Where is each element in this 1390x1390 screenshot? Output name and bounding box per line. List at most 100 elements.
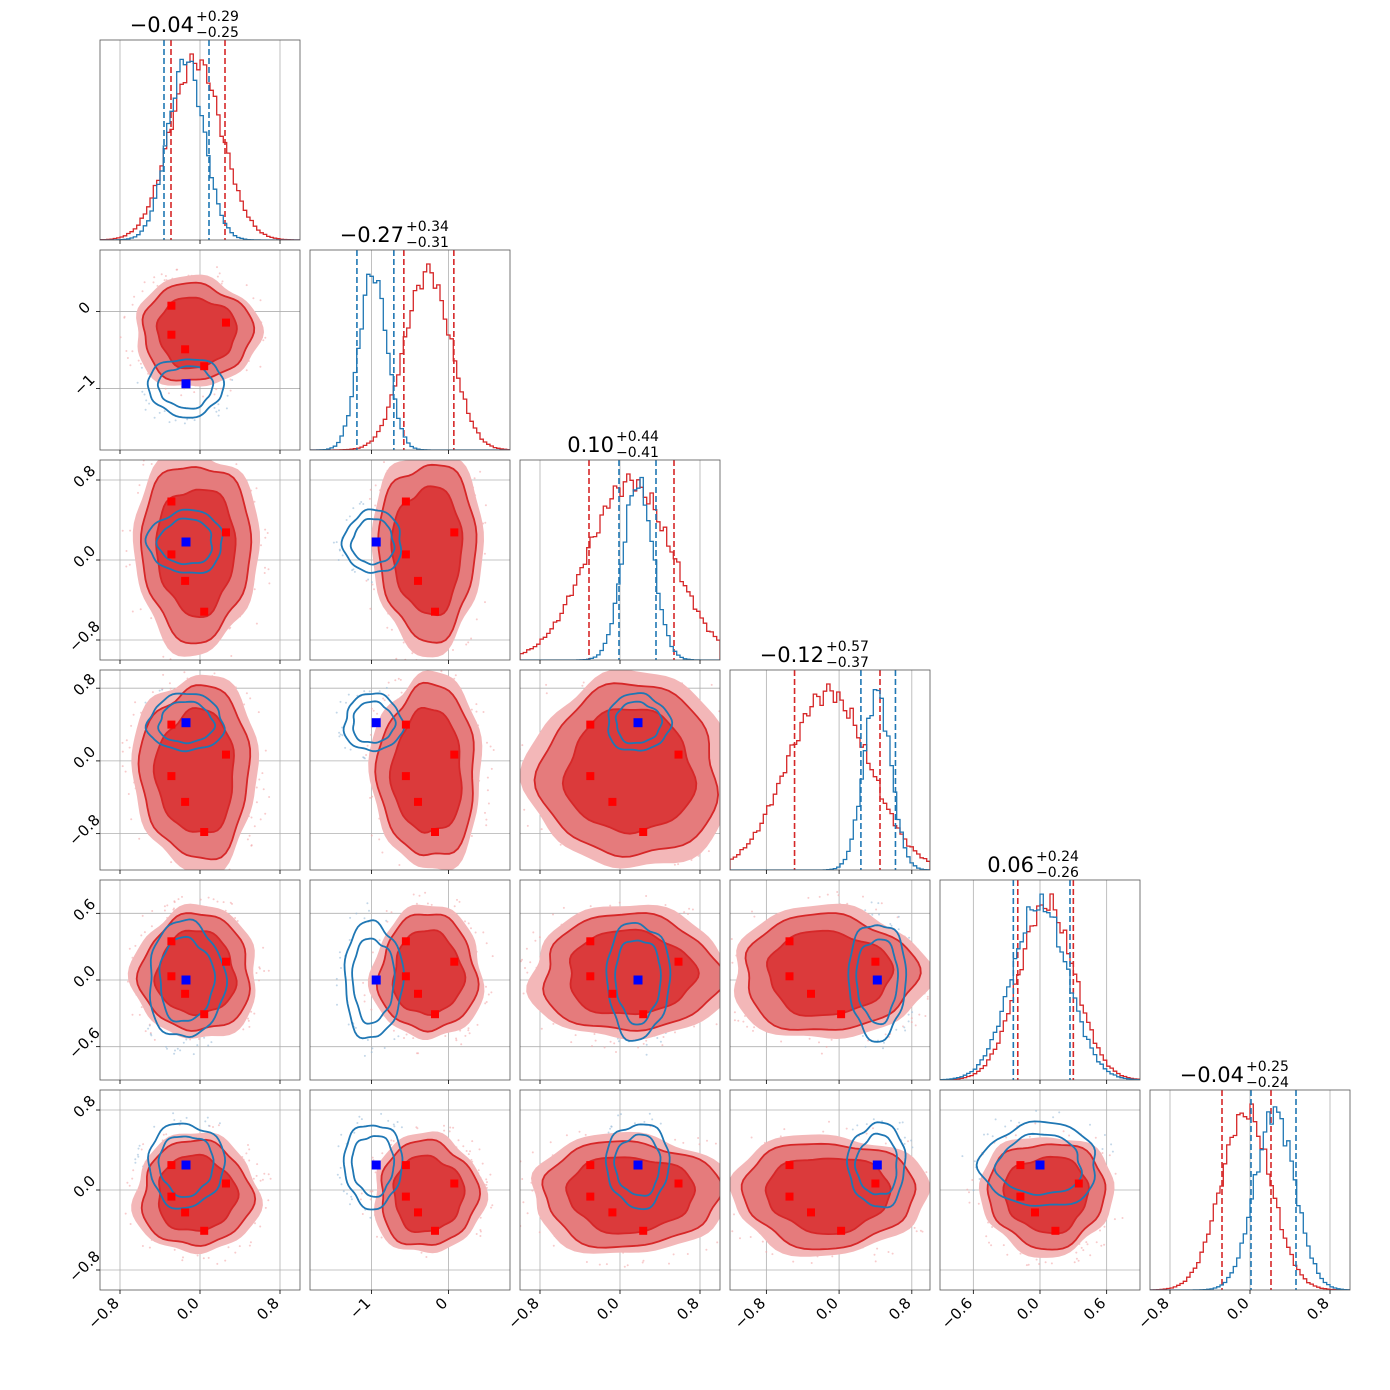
sample-point-red (159, 444, 161, 446)
marker-red (401, 772, 410, 781)
sample-point-blue (137, 1147, 140, 1150)
sample-point-blue (620, 1113, 622, 1116)
sample-point-red (1099, 1229, 1101, 1232)
sample-point-blue (349, 1203, 351, 1206)
sample-point-red (672, 1253, 675, 1256)
histogram-red (100, 53, 300, 240)
sample-point-blue (136, 381, 139, 384)
sample-point-red (363, 1000, 366, 1003)
sample-point-red (373, 588, 375, 591)
sample-point-red (749, 1236, 752, 1238)
sample-point-red (216, 1262, 219, 1265)
sample-point-red (370, 1008, 373, 1011)
sample-point-blue (1101, 1148, 1104, 1150)
sample-point-red (1034, 1122, 1037, 1125)
sample-point-blue (1058, 1111, 1061, 1114)
sample-point-red (148, 1246, 151, 1249)
sample-point-red (378, 939, 381, 942)
marker-red (785, 972, 794, 981)
sample-point-red (254, 1222, 256, 1225)
sample-point-red (380, 1236, 383, 1239)
sample-point-red (216, 900, 219, 903)
sample-point-red (475, 703, 478, 706)
sample-point-red (462, 1145, 465, 1148)
marker-red (401, 550, 410, 559)
sample-point-red (216, 275, 219, 278)
panel-frame (309, 879, 511, 1081)
sample-point-red (515, 763, 517, 765)
sample-point-red (985, 1235, 988, 1238)
sample-point-red (722, 1239, 724, 1241)
sample-point-red (524, 967, 526, 969)
sample-point-red (484, 811, 486, 814)
sample-point-red (484, 1002, 487, 1005)
sample-point-red (486, 1181, 488, 1184)
sample-point-blue (896, 1128, 899, 1130)
sample-point-blue (348, 939, 351, 941)
histogram-blue (730, 689, 930, 870)
contour-blue-outer (343, 919, 406, 1040)
sample-point-red (743, 797, 745, 799)
sample-point-red (1038, 1263, 1041, 1265)
sample-point-blue (897, 928, 900, 931)
sample-point-red (565, 1134, 568, 1137)
marker-red (674, 957, 683, 966)
sample-point-red (642, 1042, 645, 1045)
sample-point-red (413, 667, 415, 669)
sample-point-red (479, 1235, 482, 1237)
sample-point-blue (378, 690, 381, 693)
sample-point-red (435, 886, 437, 888)
sample-point-red (473, 477, 476, 480)
sample-point-red (746, 1025, 749, 1028)
sample-point-red (234, 1251, 237, 1254)
sample-point-blue (174, 1049, 176, 1052)
sample-point-red (259, 1179, 262, 1182)
sample-point-red (170, 861, 173, 864)
sample-point-red (470, 637, 473, 640)
sample-point-blue (609, 1127, 612, 1130)
sample-point-red (268, 582, 271, 585)
sample-point-red (361, 1213, 364, 1215)
x-tick-label: −1 (346, 1294, 374, 1322)
sample-point-red (259, 1225, 262, 1228)
contour-red-inner (1002, 1155, 1090, 1235)
sample-point-blue (148, 402, 151, 405)
marker-blue (872, 975, 882, 985)
sample-point-red (132, 1169, 135, 1172)
sample-point-red (753, 915, 756, 918)
sample-point-blue (994, 1118, 997, 1121)
sample-point-red (267, 969, 270, 972)
y-tick-label: 0.8 (70, 1092, 100, 1122)
sample-point-red (138, 1013, 141, 1016)
sample-point-red (733, 1019, 736, 1022)
panel-title-value: −0.04 (1180, 1063, 1244, 1087)
marker-red (401, 972, 410, 981)
sample-point-blue (911, 1146, 914, 1149)
marker-red (167, 937, 176, 946)
sample-point-red (212, 436, 214, 438)
panel-title-plus: +0.25 (1246, 1059, 1289, 1075)
sample-point-red (826, 893, 829, 896)
sample-point-blue (339, 733, 342, 736)
sample-point-red (562, 906, 565, 909)
sample-point-red (255, 487, 258, 490)
sample-point-red (682, 1141, 685, 1144)
y-tick-label: 0.8 (70, 462, 100, 492)
sample-point-blue (369, 1216, 372, 1219)
y-tick-label: 0.0 (70, 962, 100, 992)
sample-point-red (360, 1192, 363, 1195)
sample-point-red (490, 1206, 493, 1209)
sample-point-red (206, 436, 208, 438)
sample-point-red (448, 1130, 451, 1133)
sample-point-red (260, 544, 262, 547)
sample-point-red (403, 1037, 405, 1039)
sample-point-red (697, 854, 700, 857)
y-tick-label: 0.8 (70, 670, 100, 700)
marker-red (200, 362, 209, 371)
marker-red (1016, 1192, 1025, 1201)
sample-point-red (202, 395, 204, 398)
sample-point-red (742, 1020, 745, 1023)
marker-red (167, 972, 176, 981)
sample-point-red (723, 1181, 725, 1183)
sample-point-red (248, 1148, 251, 1151)
